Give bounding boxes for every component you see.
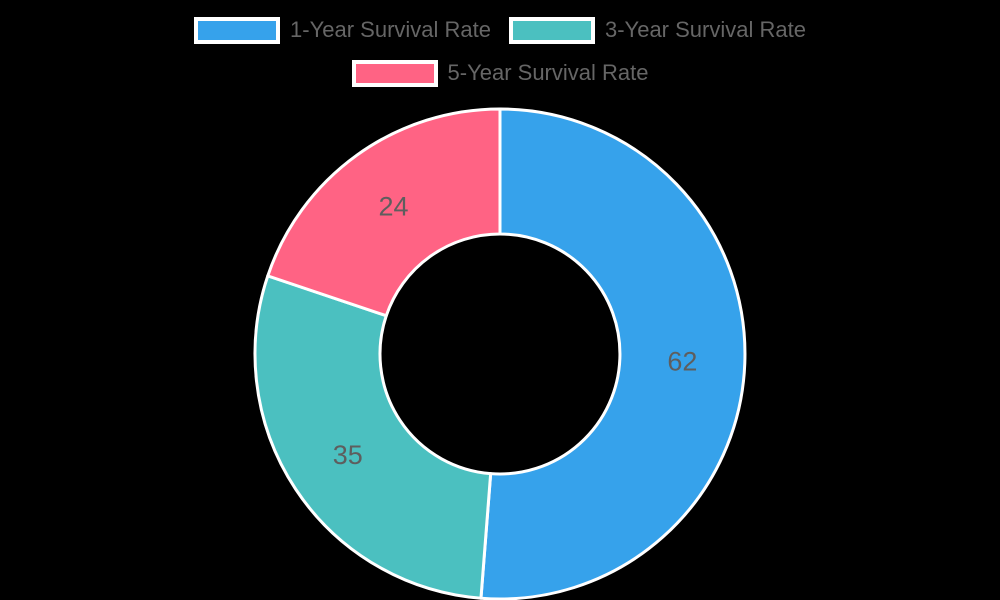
donut-segment-0[interactable] bbox=[479, 107, 747, 600]
legend-swatch-icon bbox=[351, 60, 438, 87]
legend-item-2[interactable]: 5-Year Survival Rate bbox=[351, 60, 649, 87]
slice-value-label: 35 bbox=[333, 440, 363, 470]
legend-label: 1-Year Survival Rate bbox=[290, 17, 491, 43]
legend-swatch-icon bbox=[194, 17, 281, 44]
donut-segment-1[interactable] bbox=[253, 274, 493, 600]
donut-segment-2[interactable] bbox=[266, 107, 502, 318]
legend-label: 3-Year Survival Rate bbox=[605, 17, 806, 43]
legend-label: 5-Year Survival Rate bbox=[447, 60, 649, 86]
slice-value-label: 62 bbox=[667, 347, 697, 377]
legend: 1-Year Survival Rate 3-Year Survival Rate… bbox=[150, 17, 850, 87]
legend-swatch-icon bbox=[509, 17, 595, 44]
legend-item-0[interactable]: 1-Year Survival Rate bbox=[194, 17, 491, 44]
legend-item-1[interactable]: 3-Year Survival Rate bbox=[509, 17, 806, 44]
slice-value-label: 24 bbox=[378, 191, 408, 221]
